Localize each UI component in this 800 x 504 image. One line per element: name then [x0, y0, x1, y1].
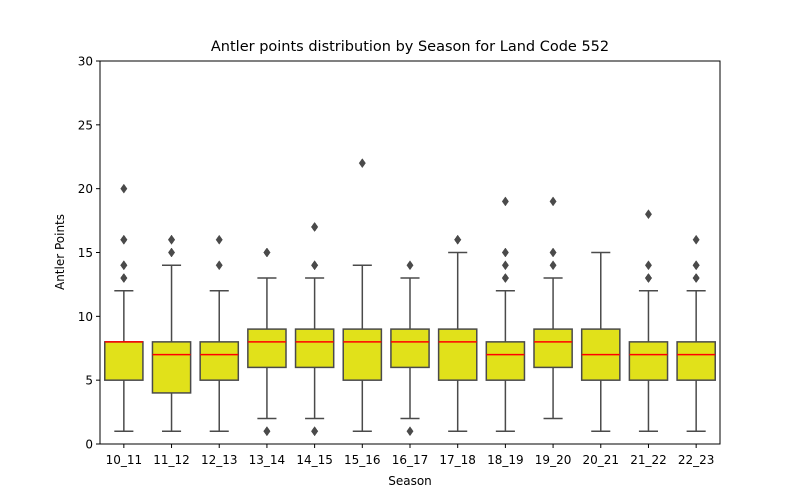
outlier-point	[215, 234, 223, 245]
iqr-box	[676, 341, 716, 381]
outlier-point	[120, 273, 128, 283]
outlier-point	[120, 260, 128, 271]
x-tick-label: 10_11	[106, 453, 143, 467]
plot-area	[104, 158, 716, 437]
outlier-point	[120, 234, 128, 245]
y-tick-label: 15	[78, 246, 93, 260]
x-axis: 10_11 11_12 12_13 13_14 14_15 15_16 16_17 17_18…	[106, 444, 715, 467]
outlier-point	[263, 247, 271, 258]
outlier-point	[311, 260, 319, 271]
x-tick-label: 22_23	[678, 453, 715, 467]
outlier-point	[501, 260, 509, 271]
outlier-point	[549, 260, 557, 271]
outlier-point	[501, 273, 509, 283]
outlier-point	[501, 196, 509, 207]
outlier-point	[263, 426, 271, 437]
chart-title: Antler points distribution by Season for…	[211, 39, 609, 55]
outlier-point	[454, 234, 462, 245]
y-tick-label: 30	[78, 55, 93, 69]
x-tick-label: 20_21	[582, 453, 619, 467]
box-group-14_15	[294, 222, 335, 437]
y-tick-label: 25	[78, 118, 93, 132]
box-group-19_20	[533, 196, 573, 420]
iqr-box	[342, 328, 383, 381]
x-tick-label: 21_22	[630, 453, 667, 467]
x-tick-label: 16_17	[392, 453, 429, 467]
box-group-17_18	[437, 234, 478, 432]
iqr-box	[247, 328, 287, 369]
outlier-point	[168, 247, 176, 258]
x-tick-label: 12_13	[201, 453, 238, 467]
box-group-11_12	[151, 234, 192, 432]
outlier-point	[311, 426, 319, 437]
box-group-12_13	[199, 234, 240, 432]
outlier-point	[692, 260, 700, 271]
outlier-point	[549, 196, 557, 207]
iqr-box	[628, 341, 669, 381]
box-group-18_19	[485, 196, 526, 432]
iqr-box	[533, 328, 573, 369]
outlier-point	[215, 260, 223, 271]
outlier-point	[549, 247, 557, 258]
iqr-box	[199, 341, 240, 381]
outlier-point	[692, 234, 700, 245]
x-tick-label: 13_14	[249, 453, 286, 467]
outlier-point	[501, 247, 509, 258]
box-group-10_11	[104, 183, 144, 432]
x-tick-label: 19_20	[535, 453, 572, 467]
box-group-15_16	[342, 158, 383, 432]
outlier-point	[406, 426, 414, 437]
outlier-point	[692, 273, 700, 283]
outlier-point	[644, 273, 652, 283]
x-tick-label: 18_19	[487, 453, 524, 467]
outlier-point	[644, 260, 652, 271]
x-tick-label: 11_12	[153, 453, 190, 467]
box-group-13_14	[247, 247, 287, 437]
iqr-box	[390, 328, 430, 369]
y-tick-label: 5	[85, 374, 93, 388]
outlier-point	[644, 209, 652, 220]
iqr-box	[294, 328, 335, 369]
iqr-box	[151, 341, 192, 394]
iqr-box	[104, 341, 144, 381]
y-axis-label: Antler Points	[53, 214, 67, 290]
box-group-22_23	[676, 234, 716, 432]
outlier-point	[311, 222, 319, 232]
box-group-21_22	[628, 209, 669, 432]
box-group-20_21	[580, 251, 621, 432]
box-group-16_17	[390, 260, 430, 437]
y-tick-label: 0	[85, 438, 93, 452]
outlier-point	[168, 234, 176, 245]
x-tick-label: 17_18	[439, 453, 476, 467]
outlier-point	[120, 183, 128, 194]
x-tick-label: 14_15	[296, 453, 333, 467]
y-axis: 0 5 10 15 20 25 30	[78, 55, 100, 452]
x-tick-label: 15_16	[344, 453, 381, 467]
iqr-box	[485, 341, 526, 381]
y-tick-label: 20	[78, 182, 93, 196]
outlier-point	[406, 260, 414, 271]
outlier-point	[358, 158, 366, 169]
y-tick-label: 10	[78, 310, 93, 324]
iqr-box	[437, 328, 478, 381]
x-axis-label: Season	[388, 474, 432, 488]
